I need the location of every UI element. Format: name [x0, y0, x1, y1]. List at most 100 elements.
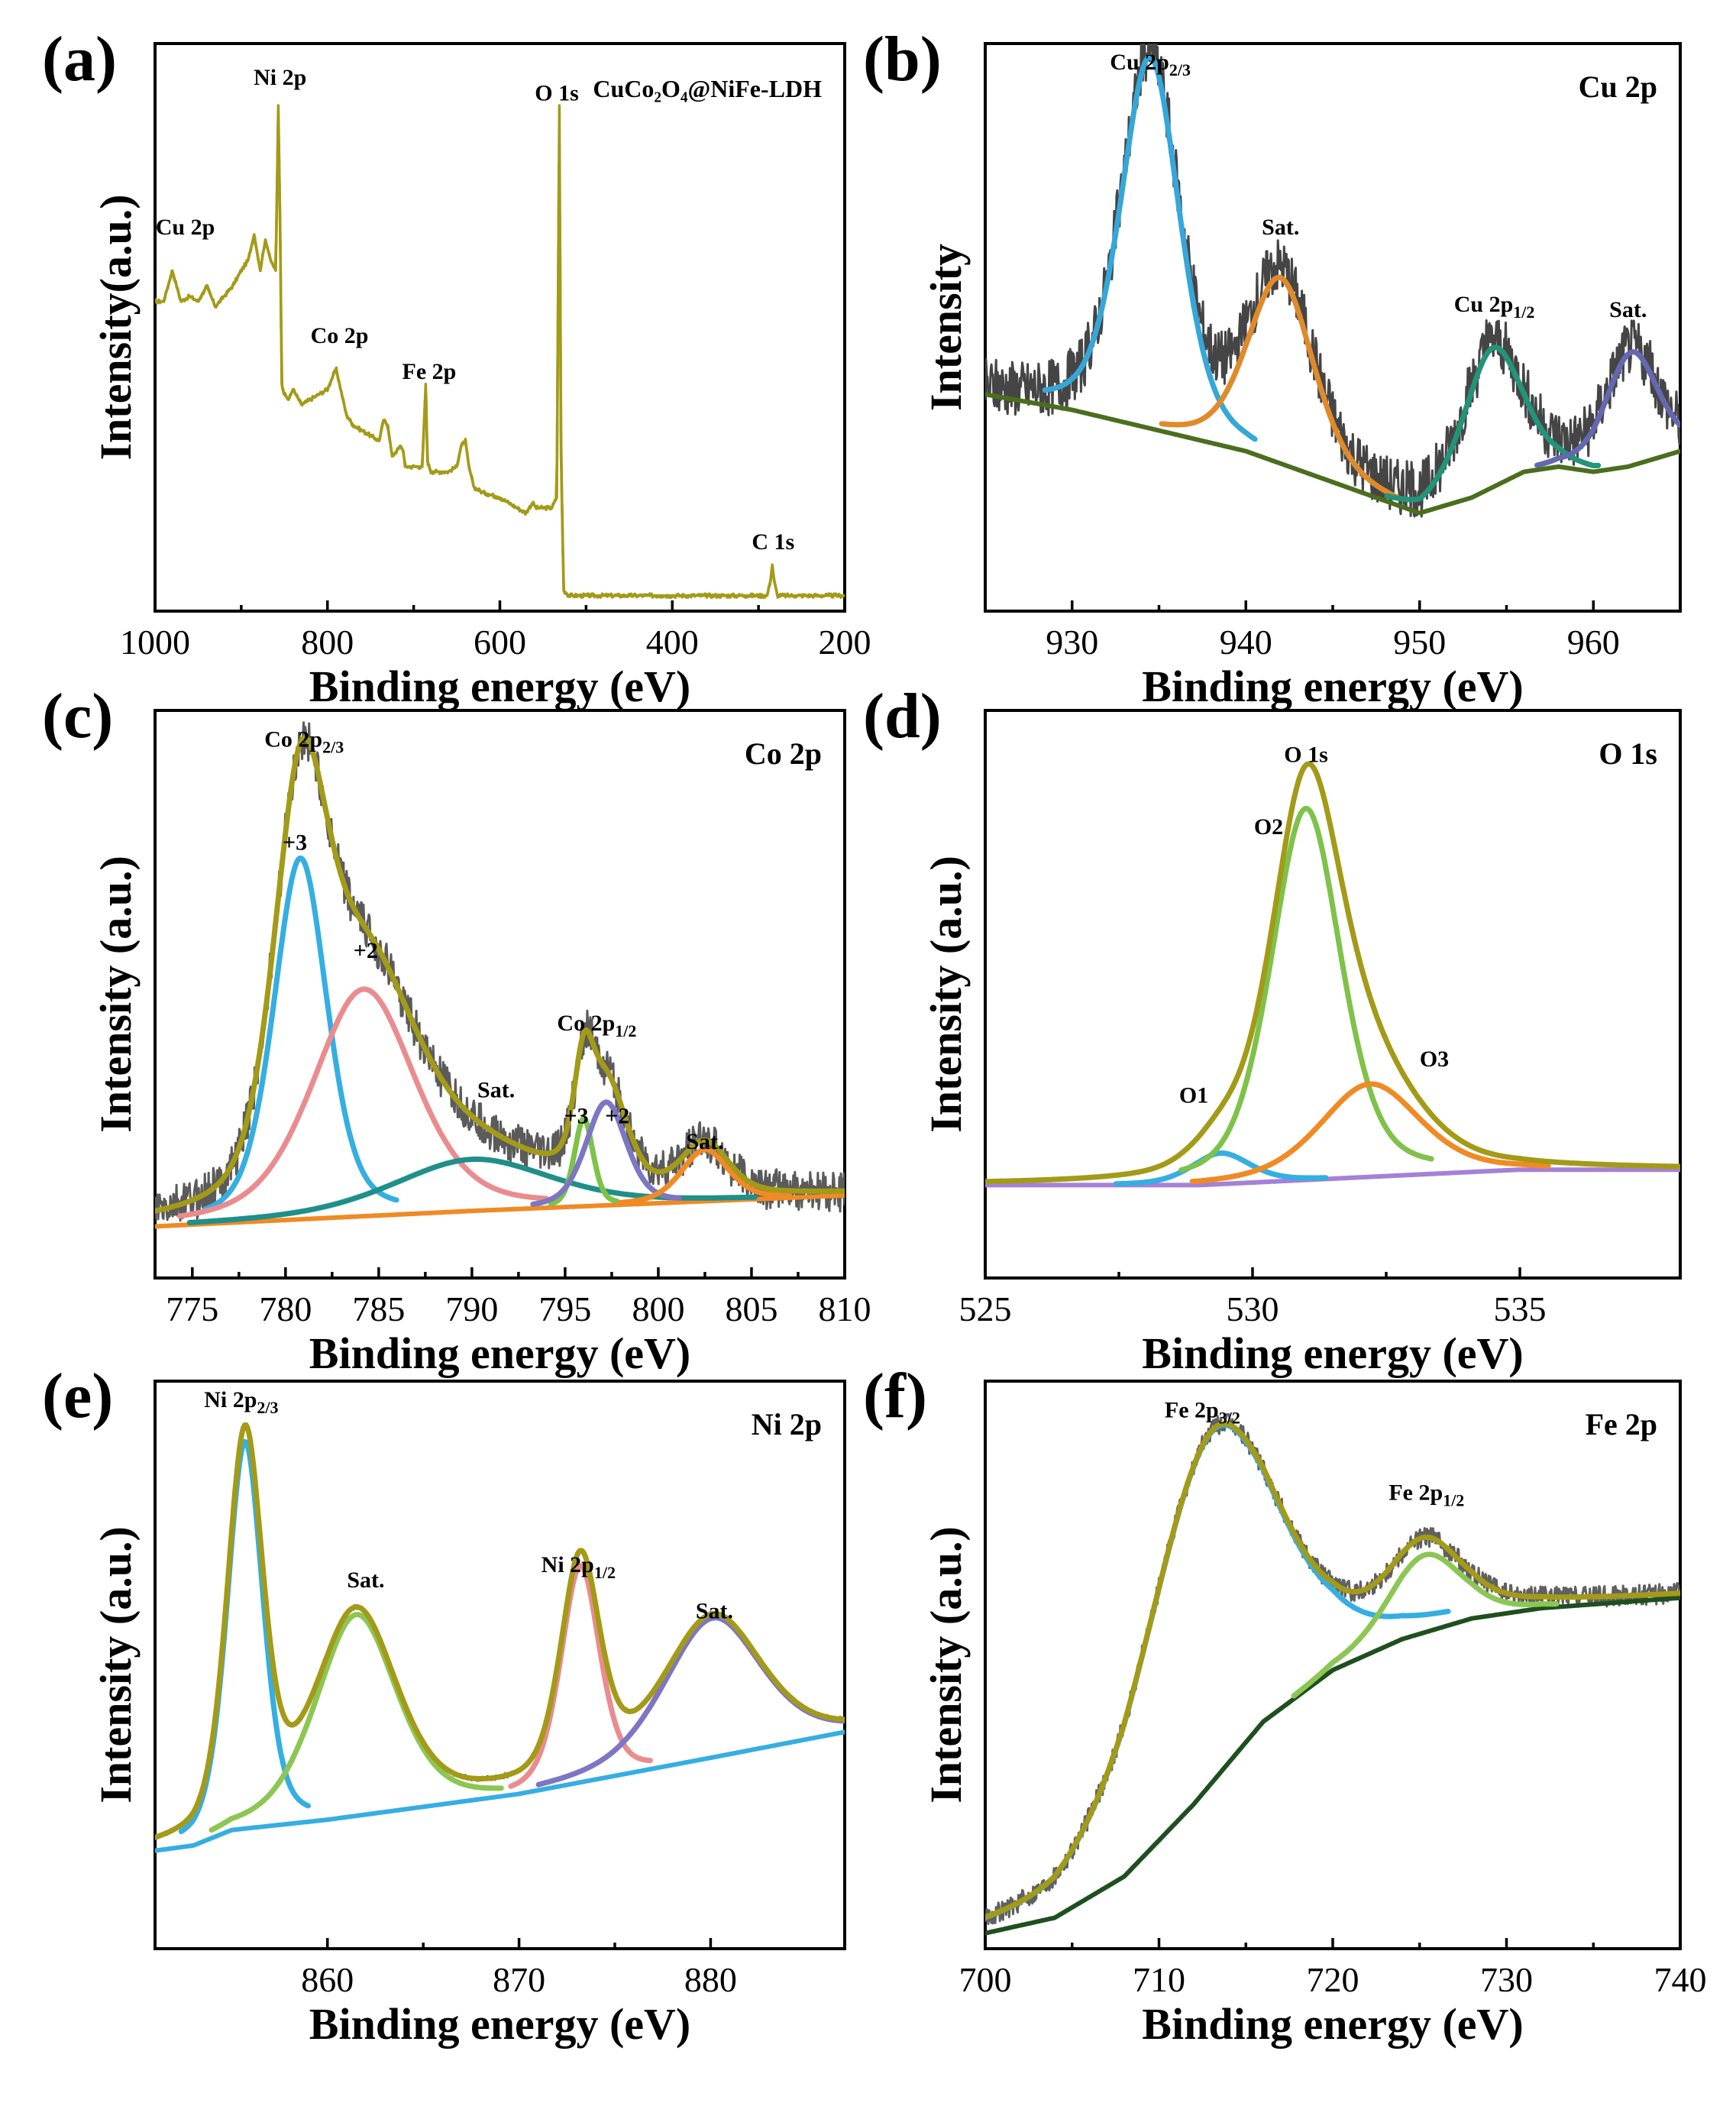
- panel-letter: (e): [42, 1360, 113, 1432]
- fit-peak: [530, 1099, 682, 1207]
- x-tick-label: 700: [959, 1960, 1012, 1999]
- raw-spectrum: [985, 44, 1680, 518]
- x-tick-label: 600: [474, 623, 526, 662]
- x-tick-label: 810: [819, 1289, 871, 1328]
- panel-f: 700 710 720 730 740 Binding energy (eV) Intens…: [863, 1360, 1707, 2049]
- fit-peak: [985, 1422, 1451, 1920]
- peak-label: Cu 2p1/2: [1454, 292, 1535, 322]
- peak-label: Co 2p2/3: [264, 726, 344, 756]
- x-tick-label: 730: [1480, 1960, 1533, 1999]
- axes-frame: [154, 1380, 846, 1950]
- x-axis-label: Binding energy (eV): [309, 662, 690, 711]
- x-tick-label: 530: [1227, 1289, 1279, 1328]
- x-tick-label: 870: [493, 1960, 545, 1999]
- y-axis-label: Intensity (a.u.): [91, 1526, 141, 1804]
- peak-label: Sat.: [1262, 215, 1299, 240]
- fit-peak: [1384, 345, 1602, 503]
- peak-label: C 1s: [752, 529, 794, 555]
- panel-title: O 1s: [1599, 736, 1657, 771]
- x-tick-label: 790: [445, 1289, 498, 1328]
- axes-frame: [154, 42, 846, 613]
- x-tick-label: 400: [646, 623, 699, 662]
- survey-peaks: [155, 104, 845, 597]
- fit-peak: [1534, 349, 1680, 468]
- fit-peak: [548, 1115, 620, 1207]
- y-axis-label: Intensity (a.u.): [921, 1526, 971, 1804]
- panel-title: Ni 2p: [752, 1407, 822, 1441]
- fit-peak: [202, 856, 399, 1212]
- peak-label: Fe 2p: [402, 359, 457, 384]
- fit-peak: [617, 1147, 793, 1205]
- peak-label: Ni 2p: [254, 65, 306, 90]
- peak-label: O3: [1420, 1047, 1449, 1072]
- baseline: [155, 1729, 845, 1853]
- x-tick-label: 780: [259, 1289, 312, 1328]
- x-tick-label: 775: [166, 1289, 218, 1328]
- x-tick-label: 950: [1393, 623, 1446, 662]
- peak-label: Sat.: [347, 1568, 384, 1593]
- peak-label: Sat.: [477, 1078, 515, 1103]
- x-tick-label: 860: [301, 1960, 354, 1999]
- peak-label: Fe 2p3/2: [1165, 1397, 1240, 1427]
- baseline: [985, 1595, 1680, 1936]
- peak-label: Co 2p: [311, 323, 369, 348]
- plot-area: [155, 1422, 845, 1853]
- x-tick-label: 800: [632, 1289, 684, 1328]
- panel-letter: (b): [863, 24, 942, 95]
- peak-label: +2: [605, 1103, 629, 1128]
- panel-title: CuCo₂O₄@NiFe-LDH: [593, 75, 822, 102]
- panel-b: 930 940 950 960 Binding energy (eV) Intensity…: [863, 24, 1682, 711]
- peak-label: O2: [1254, 814, 1283, 840]
- x-tick-label: 200: [819, 623, 871, 662]
- x-tick-label: 710: [1133, 1960, 1185, 1999]
- plot-area: [985, 44, 1680, 518]
- panel-title: Cu 2p: [1579, 70, 1657, 104]
- x-tick-label: 795: [538, 1289, 591, 1328]
- peak-label: Sat.: [686, 1129, 723, 1154]
- peak-label: Cu 2p2/3: [1110, 50, 1191, 79]
- fit-peak: [1113, 1150, 1329, 1187]
- x-axis-label: Binding energy (eV): [309, 1328, 690, 1378]
- x-tick-label: 1000: [120, 623, 190, 662]
- panel-letter: (c): [42, 681, 113, 752]
- x-axis-label: Binding energy (eV): [1142, 662, 1523, 711]
- peak-label: O 1s: [535, 80, 579, 105]
- x-axis-label: Binding energy (eV): [1142, 1999, 1523, 2049]
- fit-envelope: [985, 1421, 1680, 1920]
- fit-peak: [1159, 274, 1402, 501]
- fit-peak: [209, 1612, 504, 1833]
- x-tick-label: 880: [684, 1960, 737, 1999]
- peak-label: Cu 2p: [156, 215, 215, 240]
- x-axis-label: Binding energy (eV): [309, 1999, 690, 2049]
- baseline: [985, 392, 1680, 516]
- raw-spectrum: [155, 721, 845, 1222]
- peak-label: Ni 2p1/2: [541, 1552, 616, 1582]
- panel-a: 1000 800 600 400 200 Binding energy (eV) Inten…: [42, 24, 871, 711]
- y-axis-label: Intensity (a.u.): [921, 856, 971, 1133]
- y-axis-label: Intensity(a.u.): [91, 194, 141, 460]
- axes-frame: [984, 709, 1682, 1280]
- x-tick-label: 805: [725, 1289, 777, 1328]
- y-axis-label: Intensity: [921, 244, 971, 411]
- peak-label: +2: [354, 938, 378, 963]
- panel-letter: (f): [863, 1360, 927, 1432]
- panel-letter: (a): [42, 24, 117, 95]
- fit-peak: [508, 1563, 653, 1789]
- peak-label: +3: [564, 1103, 589, 1128]
- x-tick-label: 930: [1046, 623, 1098, 662]
- fit-envelope: [155, 1422, 845, 1840]
- peak-label: +3: [283, 830, 307, 855]
- peak-label: Ni 2p2/3: [204, 1387, 278, 1417]
- fit-peak: [1189, 1081, 1551, 1184]
- plot-area: [985, 1412, 1680, 1936]
- survey-line: [155, 112, 845, 600]
- panel-title: Co 2p: [745, 736, 822, 771]
- x-tick-label: 800: [301, 623, 354, 662]
- fit-peak: [1291, 1551, 1560, 1699]
- plot-area: [985, 761, 1680, 1188]
- fit-peak: [177, 986, 550, 1219]
- x-axis-label: Binding energy (eV): [1142, 1328, 1523, 1378]
- fit-peak: [1178, 805, 1434, 1173]
